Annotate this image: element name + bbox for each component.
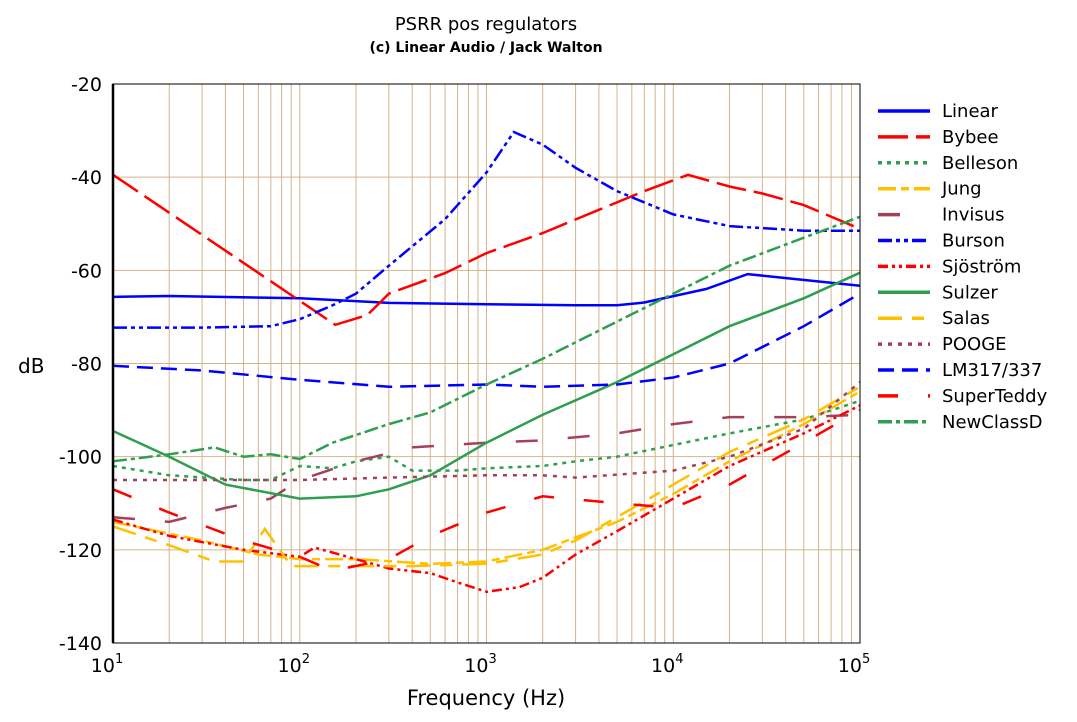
- y-axis-label: dB: [18, 354, 44, 378]
- y-tick-label: -40: [71, 167, 102, 189]
- legend-label: Jung: [941, 179, 982, 200]
- x-tick-labels: 101 102 103 104 105: [91, 652, 870, 677]
- series-line-jung: [112, 390, 861, 566]
- legend-label: Bybee: [942, 127, 999, 148]
- series-line-linear: [112, 272, 861, 307]
- x-tick-base: 10: [651, 655, 675, 677]
- x-tick-label: 103: [464, 652, 496, 677]
- x-tick-base: 10: [838, 655, 862, 677]
- legend-label: Sulzer: [942, 282, 998, 303]
- series-line-lm317-337: [112, 292, 861, 389]
- legend-label: Salas: [942, 308, 990, 329]
- x-tick-label: 105: [838, 652, 870, 677]
- legend-label: Linear: [942, 101, 999, 122]
- y-tick-label: -140: [59, 633, 102, 655]
- series-line-sj-str-m: [112, 404, 861, 594]
- x-tick-exponent: 5: [862, 652, 870, 667]
- x-tick-base: 10: [91, 655, 115, 677]
- legend-label: LM317/337: [942, 360, 1042, 381]
- x-tick-exponent: 3: [488, 652, 496, 667]
- y-tick-label: -100: [59, 447, 102, 469]
- y-tick-label: -80: [71, 354, 102, 376]
- y-tick-label: -60: [71, 260, 102, 282]
- legend-label: Belleson: [942, 153, 1018, 174]
- series-line-invisus: [112, 413, 861, 524]
- series-line-sulzer: [112, 271, 861, 500]
- series-line-superteddy: [112, 409, 861, 573]
- series-line-salas: [112, 385, 861, 568]
- legend-label: NewClassD: [942, 412, 1042, 433]
- x-tick-exponent: 4: [675, 652, 683, 667]
- legend-label: SuperTeddy: [942, 386, 1048, 407]
- chart-subtitle: (c) Linear Audio / Jack Walton: [369, 40, 602, 56]
- x-tick-label: 104: [651, 652, 683, 677]
- series-line-newclassd: [112, 215, 861, 463]
- legend-label: Invisus: [942, 205, 1005, 226]
- y-tick-label: -120: [59, 540, 102, 562]
- x-tick-base: 10: [464, 655, 488, 677]
- series-line-bybee: [112, 173, 861, 327]
- x-tick-exponent: 2: [302, 652, 310, 667]
- y-tick-labels: -20 -40 -60 -80 -100 -120 -140: [59, 74, 102, 655]
- legend-label: Sjöström: [942, 256, 1021, 277]
- legend-label: POOGE: [942, 334, 1007, 355]
- x-axis-label: Frequency (Hz): [407, 686, 565, 710]
- x-tick-base: 10: [278, 655, 302, 677]
- x-tick-exponent: 1: [115, 652, 123, 667]
- x-tick-label: 101: [91, 652, 123, 677]
- series-group: [112, 130, 861, 594]
- y-tick-label: -20: [71, 74, 102, 96]
- chart-title: PSRR pos regulators: [395, 14, 577, 35]
- x-tick-label: 102: [278, 652, 310, 677]
- legend: Linear Bybee Belleson Jung Invisus Burson Sjös…: [878, 101, 1048, 433]
- series-line-burson: [113, 130, 860, 329]
- legend-label: Burson: [942, 231, 1005, 252]
- grid: [113, 84, 860, 643]
